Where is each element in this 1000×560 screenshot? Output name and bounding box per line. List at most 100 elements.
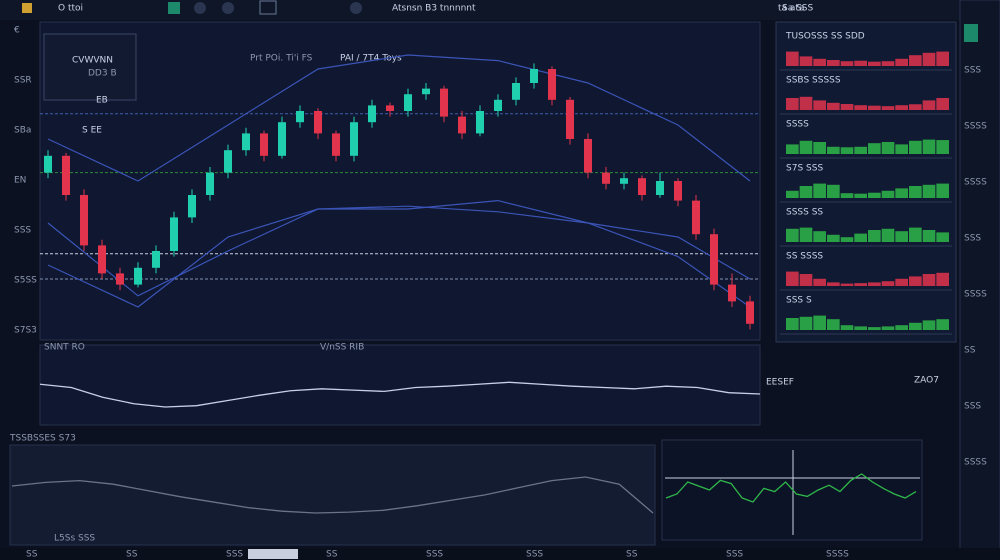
axis-label: SSR bbox=[14, 76, 32, 86]
sidebar-icon[interactable] bbox=[964, 24, 978, 42]
status-item: SS bbox=[26, 550, 38, 560]
candle-body bbox=[548, 69, 556, 100]
row-bar bbox=[923, 100, 936, 110]
sidebar-item: SSSS bbox=[964, 178, 987, 188]
status-item: SS bbox=[626, 550, 638, 560]
row-bar bbox=[827, 235, 840, 242]
row-label: SSSS SS bbox=[786, 208, 823, 218]
row-bar bbox=[936, 273, 949, 286]
row-bar bbox=[868, 143, 881, 154]
row-bar bbox=[813, 100, 826, 110]
candle-body bbox=[170, 217, 178, 251]
axis-label: SBa bbox=[14, 126, 31, 136]
row-bar bbox=[827, 282, 840, 286]
row-bar bbox=[882, 281, 895, 286]
candle-body bbox=[296, 111, 304, 122]
row-bar bbox=[868, 62, 881, 66]
tool-icon[interactable] bbox=[350, 2, 362, 14]
row-bar bbox=[923, 320, 936, 330]
scrollbar[interactable] bbox=[248, 549, 298, 559]
status-item: SSS bbox=[526, 550, 543, 560]
row-bar bbox=[813, 316, 826, 330]
candle-body bbox=[566, 100, 574, 139]
row-bar bbox=[882, 229, 895, 242]
row-bar bbox=[923, 53, 936, 66]
row-label: TUSOSSS SS SDD bbox=[785, 32, 865, 42]
chart-title: PAI / 7T4 Toys bbox=[340, 54, 402, 64]
candle-body bbox=[44, 156, 52, 173]
candle-body bbox=[134, 268, 142, 285]
row-bar bbox=[895, 231, 908, 242]
row-bar bbox=[854, 105, 867, 110]
main-panel bbox=[40, 22, 760, 340]
row-bar bbox=[827, 319, 840, 330]
row-bar bbox=[841, 193, 854, 198]
row-bar bbox=[909, 228, 922, 242]
candle-body bbox=[386, 105, 394, 111]
row-bar bbox=[800, 186, 813, 198]
lower-footer: L5Ss SSS bbox=[54, 534, 95, 544]
row-bar bbox=[868, 106, 881, 110]
tool-icon[interactable] bbox=[222, 2, 234, 14]
tool-icon[interactable] bbox=[194, 2, 206, 14]
lower-panel bbox=[10, 445, 655, 545]
row-label: SS SSSS bbox=[786, 252, 823, 262]
lower-title: TSSBSSES S73 bbox=[9, 434, 76, 444]
candle-body bbox=[728, 285, 736, 302]
row-bar bbox=[786, 98, 799, 110]
candle-body bbox=[80, 195, 88, 245]
ticker-change: S EE bbox=[82, 126, 102, 136]
candle-body bbox=[440, 89, 448, 117]
candle-body bbox=[584, 139, 592, 173]
watchlist-title: Sa SSS bbox=[782, 4, 814, 14]
row-bar bbox=[936, 98, 949, 110]
row-bar bbox=[895, 188, 908, 198]
row-bar bbox=[936, 52, 949, 66]
row-bar bbox=[868, 282, 881, 286]
row-bar bbox=[786, 272, 799, 286]
oscillator-label: SNNT RO bbox=[44, 343, 85, 353]
row-bar bbox=[909, 104, 922, 110]
row-bar bbox=[868, 193, 881, 198]
row-bar bbox=[786, 191, 799, 198]
tool-icon[interactable] bbox=[168, 2, 180, 14]
candle-body bbox=[368, 105, 376, 122]
row-bar bbox=[827, 103, 840, 110]
candle-body bbox=[476, 111, 484, 133]
row-bar bbox=[936, 319, 949, 330]
row-bar bbox=[936, 232, 949, 242]
row-bar bbox=[936, 140, 949, 154]
row-bar bbox=[895, 325, 908, 330]
status-bar bbox=[0, 548, 1000, 560]
oscillator-title: V/nSS RIB bbox=[320, 343, 364, 353]
candle-body bbox=[98, 245, 106, 273]
candle-body bbox=[188, 195, 196, 217]
status-item: SS bbox=[326, 550, 338, 560]
oscillator-panel bbox=[40, 345, 760, 425]
status-item: SSS bbox=[426, 550, 443, 560]
row-label: S7S SSS bbox=[786, 164, 823, 174]
row-bar bbox=[827, 147, 840, 154]
toolbar-item: Atsnsn B3 tnnnnnt bbox=[392, 4, 476, 14]
row-bar bbox=[882, 191, 895, 198]
candle-body bbox=[458, 117, 466, 134]
row-bar bbox=[800, 228, 813, 242]
chart-legend: Prt POi. Ti'i FS bbox=[250, 54, 313, 64]
candle-body bbox=[674, 181, 682, 201]
candle-body bbox=[206, 173, 214, 195]
row-bar bbox=[800, 56, 813, 66]
row-bar bbox=[895, 105, 908, 110]
row-bar bbox=[882, 61, 895, 66]
row-bar bbox=[854, 61, 867, 66]
candle-body bbox=[746, 301, 754, 323]
candle-body bbox=[530, 69, 538, 83]
mini-label: ZAO7 bbox=[914, 376, 939, 386]
row-bar bbox=[909, 186, 922, 198]
candle-body bbox=[62, 156, 70, 195]
row-bar bbox=[813, 59, 826, 66]
candle-body bbox=[260, 133, 268, 155]
row-bar bbox=[800, 317, 813, 330]
row-bar bbox=[882, 106, 895, 110]
row-bar bbox=[841, 237, 854, 242]
ticker-box bbox=[44, 34, 136, 100]
